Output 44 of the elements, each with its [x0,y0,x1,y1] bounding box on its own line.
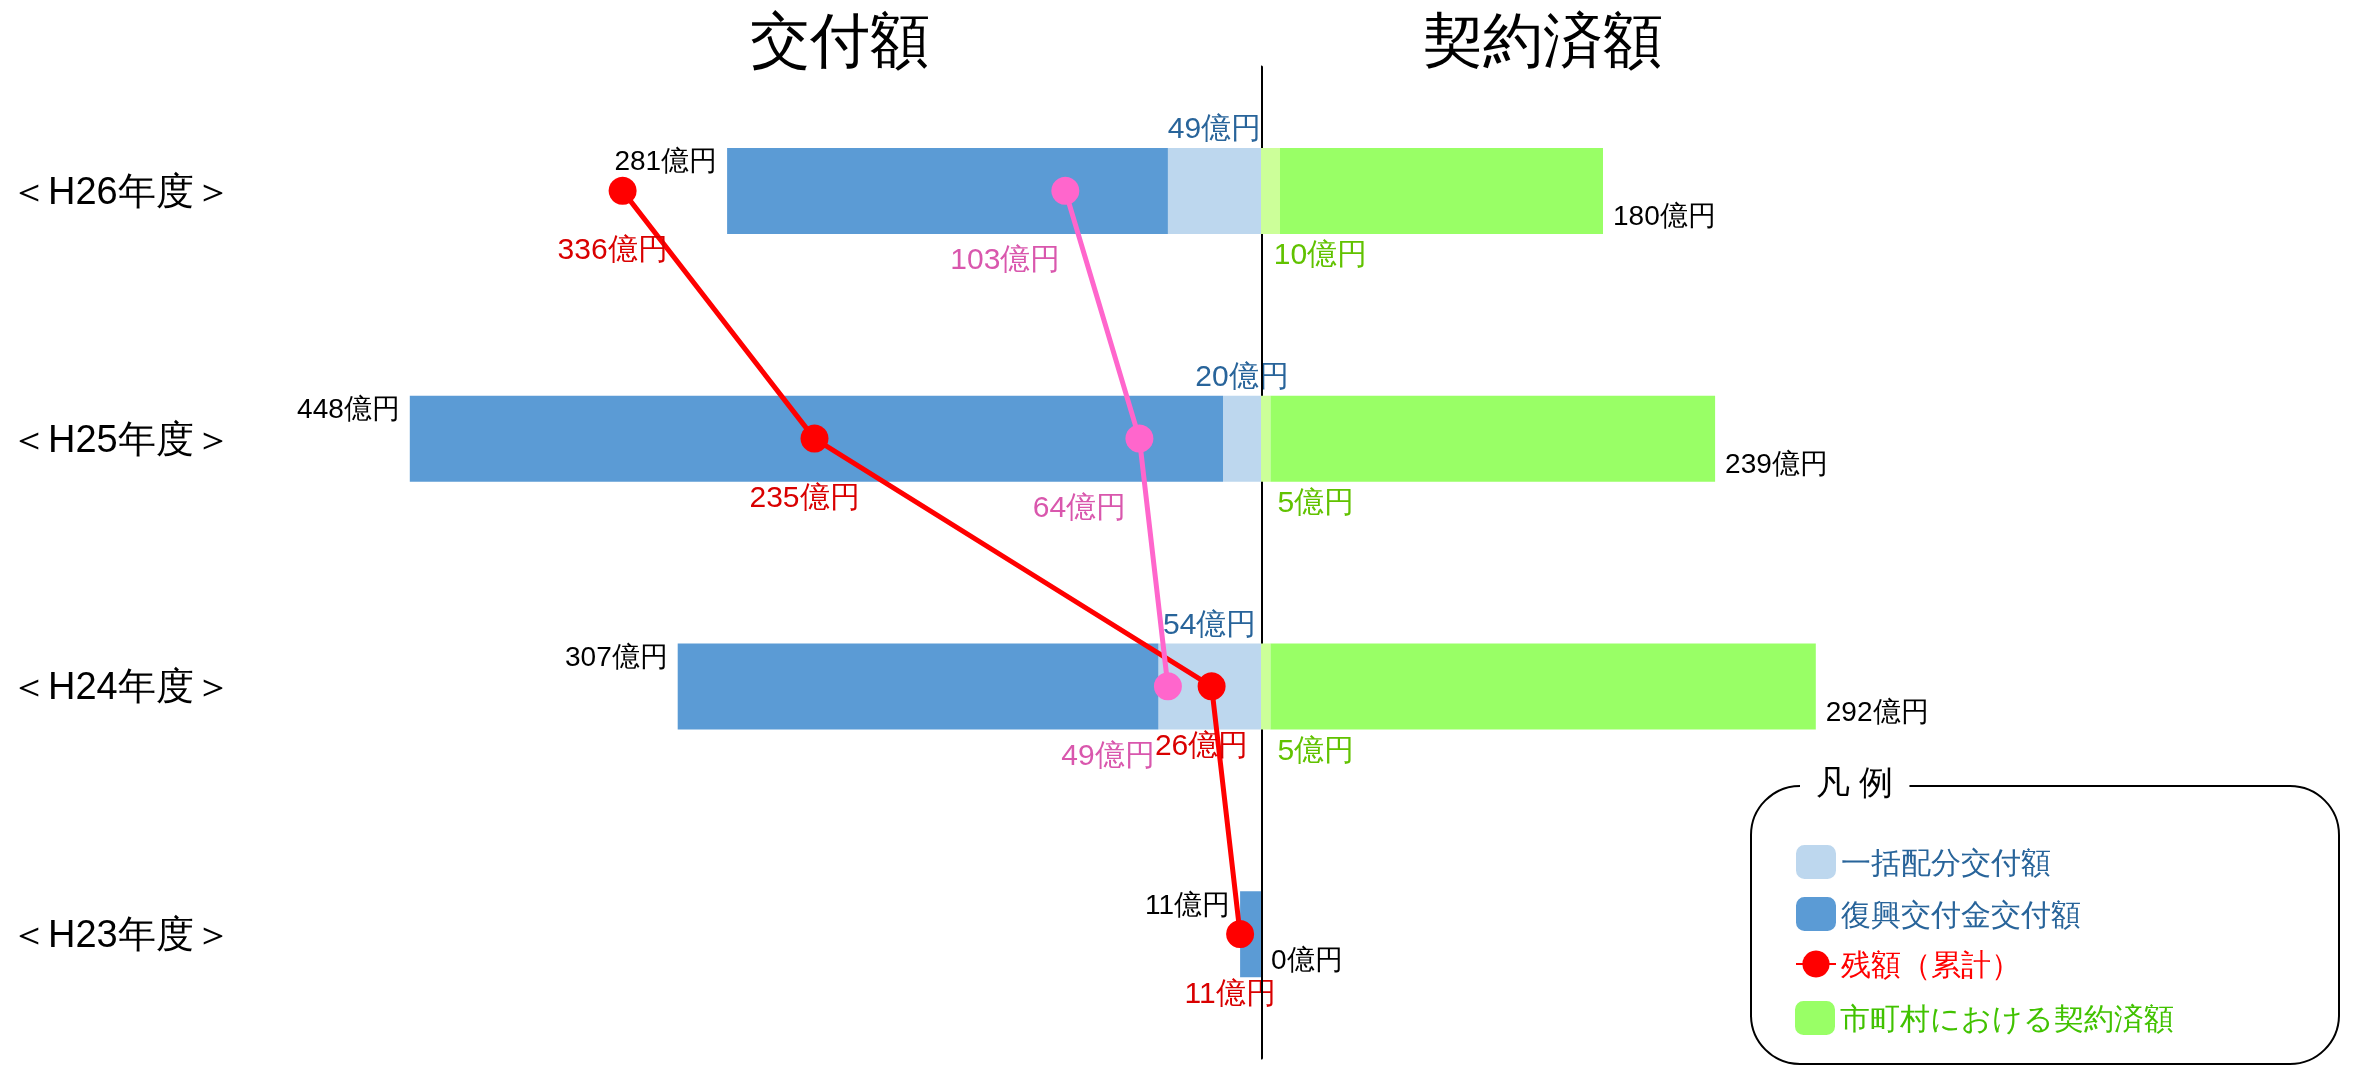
data-label: 235億円 [749,480,860,514]
data-label: 5億円 [1277,485,1355,519]
data-label: 64億円 [1032,490,1127,524]
bar [1261,643,1271,730]
total-label: 11億円 [1145,888,1231,920]
data-label: 54億円 [1163,606,1257,640]
data-label: 5億円 [1277,732,1355,766]
bar [1270,395,1716,482]
total-label: 307億円 [564,640,668,672]
legend-label: 復興交付金交付額 [1841,897,2081,931]
data-label: 10億円 [1273,237,1368,271]
legend-label: 残額（累計） [1841,947,2021,981]
y-tick-label: ＜H24年度＞ [10,665,232,708]
data-label: 49億円 [1061,737,1155,771]
data-label: 103億円 [950,242,1061,276]
total-label: 0億円 [1271,943,1343,975]
data-label: 49億円 [1167,111,1262,145]
point [1226,920,1255,949]
y-tick-label: ＜H26年度＞ [10,169,232,212]
y-tick-label: ＜H25年度＞ [10,417,232,460]
total-label: 180億円 [1613,200,1716,232]
point [1153,672,1182,701]
data-label: 336億円 [557,232,668,266]
bar [1270,643,1816,730]
chart-title: 交付額 [750,6,931,74]
total-label: 281億円 [614,145,718,177]
total-label: 239億円 [1725,448,1828,480]
bar [1261,395,1271,482]
bar [677,643,1159,730]
point [1125,424,1154,453]
bar [1261,147,1280,234]
point [800,424,829,453]
legend-title: 凡 例 [1816,763,1894,801]
legend-label: 市町村における契約済額 [1840,1001,2174,1035]
bar [727,147,1168,234]
point [608,176,637,205]
bar [1280,147,1603,234]
total-label: 448億円 [297,393,400,425]
chart-title: 契約済額 [1423,6,1664,74]
y-tick-label: ＜H23年度＞ [10,913,232,956]
bar [409,395,1223,482]
legend-label: 一括配分交付額 [1841,845,2051,879]
point [1051,176,1080,205]
total-label: 292億円 [1825,695,1929,727]
